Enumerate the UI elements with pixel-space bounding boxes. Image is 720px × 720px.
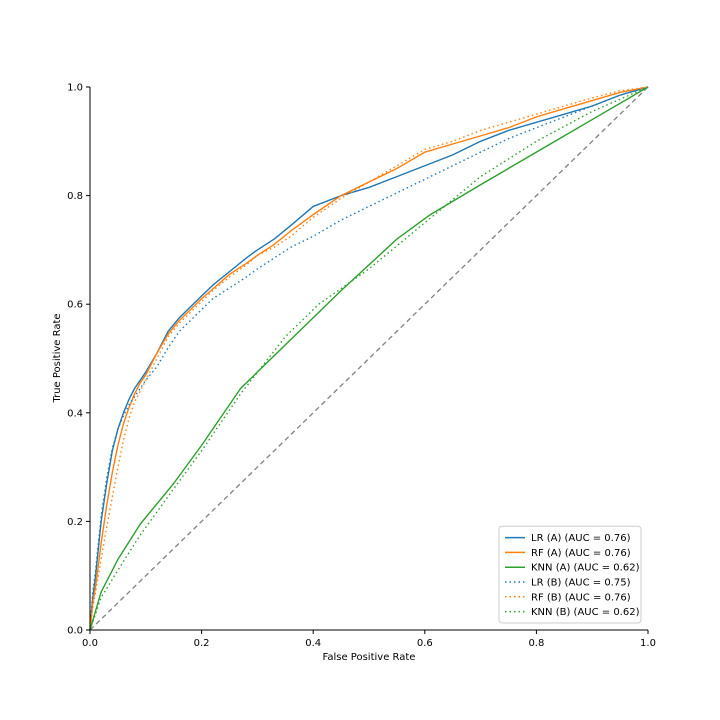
series-line-2 [89,86,649,631]
x-tick-label: 1.0 [640,638,656,649]
x-tick-label: 0.4 [305,638,321,649]
legend-label: RF (A) (AUC = 0.76) [531,548,631,559]
legend-label: LR (B) (AUC = 0.75) [531,578,631,589]
x-tick-label: 0.0 [82,638,98,649]
series-line-3 [89,86,649,631]
y-tick-label: 0.8 [67,191,83,202]
chance-reference-line [89,86,649,631]
legend: LR (A) (AUC = 0.76) RF (A) (AUC = 0.76) KN… [498,525,642,624]
x-tick-label: 0.8 [528,638,544,649]
series-line-5 [89,86,649,631]
legend-label: RF (B) (AUC = 0.76) [531,592,631,603]
x-axis-label: False Positive Rate [323,652,416,663]
legend-label: KNN (A) (AUC = 0.62) [531,563,640,574]
x-tick-label: 0.2 [194,638,210,649]
axis-ticks: 0.0 0.2 0.4 0.6 0.8 1.0 0.0 0.2 0.4 0.6 0.8 1.0 [67,83,656,650]
y-tick-label: 0.0 [67,626,83,637]
legend-label: LR (A) (AUC = 0.76) [531,533,631,544]
y-axis-label: True Positive Rate [52,313,63,403]
legend-frame [498,525,642,624]
y-tick-label: 0.4 [67,408,83,419]
y-tick-label: 1.0 [67,83,83,94]
plot-area [89,86,649,631]
y-tick-label: 0.6 [67,300,83,311]
x-tick-label: 0.6 [417,638,433,649]
legend-label: KNN (B) (AUC = 0.62) [531,607,640,618]
y-tick-label: 0.2 [67,517,83,528]
